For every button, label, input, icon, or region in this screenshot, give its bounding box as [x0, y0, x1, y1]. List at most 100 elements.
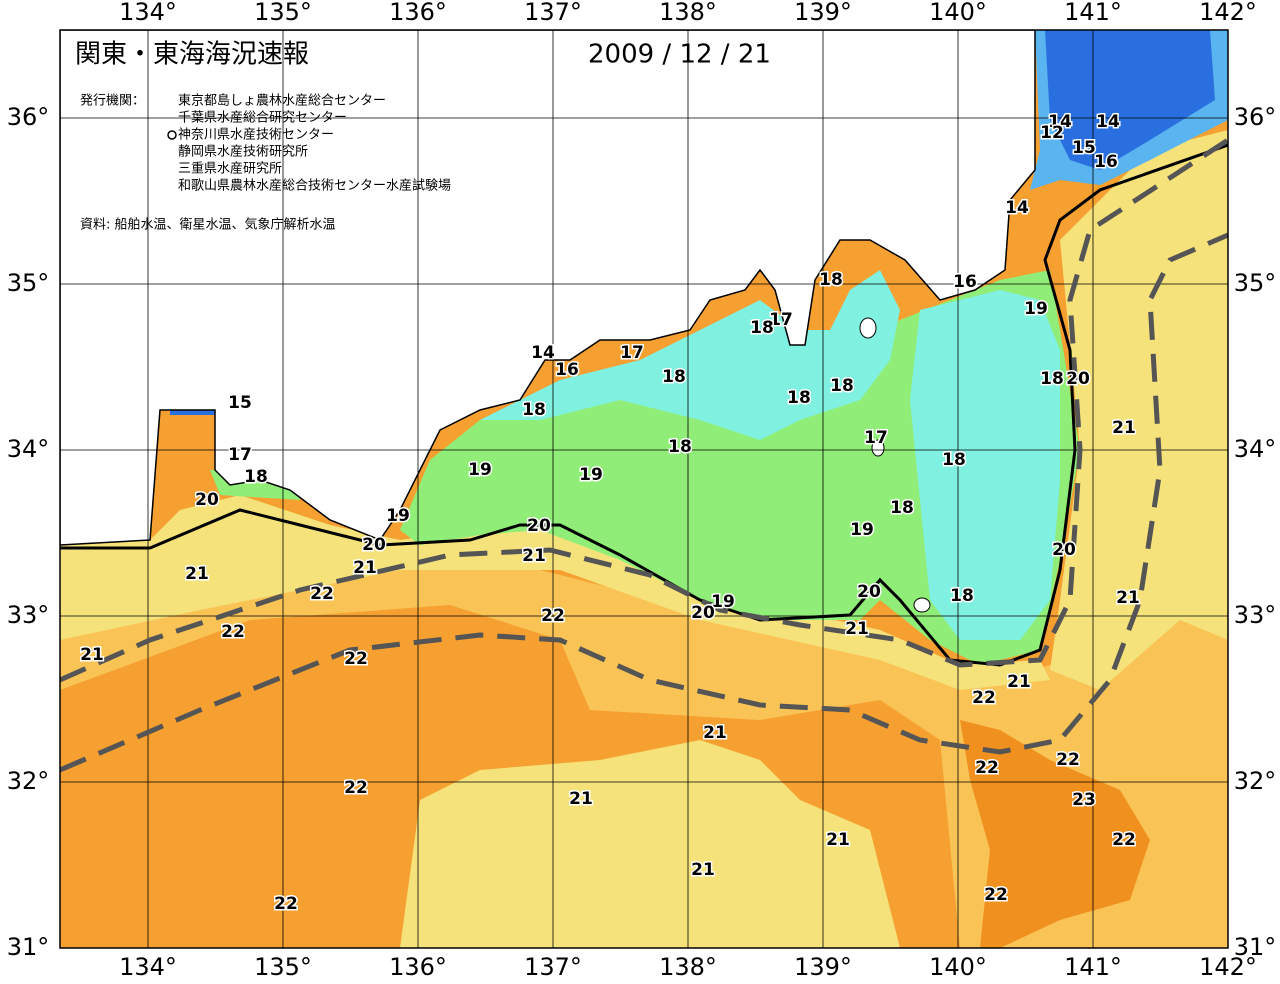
lon-label: 136°: [389, 0, 447, 26]
island: [913, 597, 931, 613]
sea-20-coast: [60, 495, 1050, 690]
contour-label: 19: [850, 520, 874, 540]
lon-label: 138°: [659, 953, 717, 980]
island: [871, 439, 885, 457]
lon-label: 140°: [929, 953, 987, 980]
contour-label: 18: [522, 400, 546, 420]
contour-label: 21: [185, 564, 209, 584]
sea-19: [400, 270, 1080, 665]
contour-label: 14: [1005, 198, 1029, 218]
contour-label: 20: [1066, 369, 1090, 389]
lon-label: 139°: [794, 0, 852, 26]
issuer: 千葉県水産総合研究センター: [178, 110, 347, 126]
sea-18-north: [480, 270, 900, 440]
contour-label: 18: [662, 367, 686, 387]
contour-label: 18: [950, 586, 974, 606]
contour-label: 23: [1072, 790, 1096, 810]
contour-label: 21: [1116, 588, 1140, 608]
contour-label: 22: [975, 758, 999, 778]
contour-label: 21: [1112, 418, 1136, 438]
contour-label: 22: [344, 649, 368, 669]
issuer: 神奈川県水産技術センター: [178, 127, 334, 143]
contour-label: 18: [750, 318, 774, 338]
contour-label: 17: [620, 343, 644, 363]
lon-label: 134°: [119, 953, 177, 980]
contour-label: 21: [522, 546, 546, 566]
contour-label: 21: [569, 789, 593, 809]
contour-label: 22: [310, 584, 334, 604]
source: 資料: 船舶水温、衛星水温、気象庁解析水温: [80, 217, 336, 233]
land: [60, 30, 1036, 546]
lon-label: 135°: [254, 0, 312, 26]
lat-label: 31°: [7, 933, 50, 961]
contour-label: 21: [80, 645, 104, 665]
contour-label: 16: [953, 272, 977, 292]
title: 関東・東海海況速報: [75, 40, 309, 70]
lat-label: 34°: [1234, 435, 1277, 463]
contour-label: 17: [769, 310, 793, 330]
contour-label: 22: [221, 622, 245, 642]
date: 2009 / 12 / 21: [588, 40, 771, 70]
contour-label: 19: [1024, 299, 1048, 319]
lat-label: 34°: [7, 435, 50, 463]
contour-label: 22: [1112, 830, 1136, 850]
sea-20-east: [1050, 130, 1228, 690]
sea-14-ne: [1045, 30, 1215, 170]
lat-label: 32°: [1234, 767, 1277, 795]
contour-label: 14: [1048, 112, 1072, 132]
contour-label: 22: [274, 894, 298, 914]
marker: [167, 130, 177, 140]
contour-label: 22: [1056, 750, 1080, 770]
kuroshio-south: [60, 232, 1228, 773]
frame: [59, 29, 1229, 949]
contour-label: 18: [1040, 369, 1064, 389]
contour-label: 22: [541, 606, 565, 626]
issuer: 和歌山県農林水産総合技術センター水産試験場: [178, 178, 451, 194]
contour-label: 20: [691, 603, 715, 623]
contour-label: 19: [386, 506, 410, 526]
contour-label: 15: [1072, 138, 1096, 158]
lat-label: 35°: [1234, 269, 1277, 297]
contour-label: 17: [864, 428, 888, 448]
contour-label: 18: [819, 270, 843, 290]
lon-label: 142°: [1199, 953, 1257, 980]
contour-label: 21: [703, 723, 727, 743]
contour-label: 16: [555, 360, 579, 380]
contour-label: 21: [826, 830, 850, 850]
island: [859, 317, 877, 339]
contour-label: 18: [244, 467, 268, 487]
lon-label: 135°: [254, 953, 312, 980]
contour-label: 22: [344, 778, 368, 798]
contour-label: 20: [1052, 540, 1076, 560]
contour-label: 21: [845, 619, 869, 639]
contour-label: 17: [228, 445, 252, 465]
contour-label: 22: [972, 688, 996, 708]
contour-label: 19: [579, 465, 603, 485]
lat-label: 36°: [7, 103, 50, 131]
contour-label: 14: [531, 343, 555, 363]
sea-20-south: [400, 740, 900, 948]
lon-label: 137°: [524, 0, 582, 26]
contour-label: 21: [1007, 672, 1031, 692]
lat-label: 35°: [7, 269, 50, 297]
lat-label: 31°: [1234, 933, 1277, 961]
sea-18-east: [910, 290, 1060, 640]
contour-label: 20: [857, 582, 881, 602]
contour-label: 18: [787, 388, 811, 408]
contour-label: 16: [1094, 152, 1118, 172]
contour-label: 18: [830, 376, 854, 396]
lat-label: 33°: [1234, 601, 1277, 629]
lon-label: 136°: [389, 953, 447, 980]
contour-label: 19: [711, 592, 735, 612]
lon-label: 134°: [119, 0, 177, 26]
lat-label: 36°: [1234, 103, 1277, 131]
contour-label: 19: [468, 460, 492, 480]
contour-label: 14: [1096, 112, 1120, 132]
lon-label: 142°: [1199, 0, 1257, 26]
contour-label: 21: [353, 558, 377, 578]
issuer-label: 発行機関：: [80, 94, 145, 109]
lon-label: 138°: [659, 0, 717, 26]
contour-label: 20: [362, 535, 386, 555]
contour-label: 15: [228, 393, 252, 413]
